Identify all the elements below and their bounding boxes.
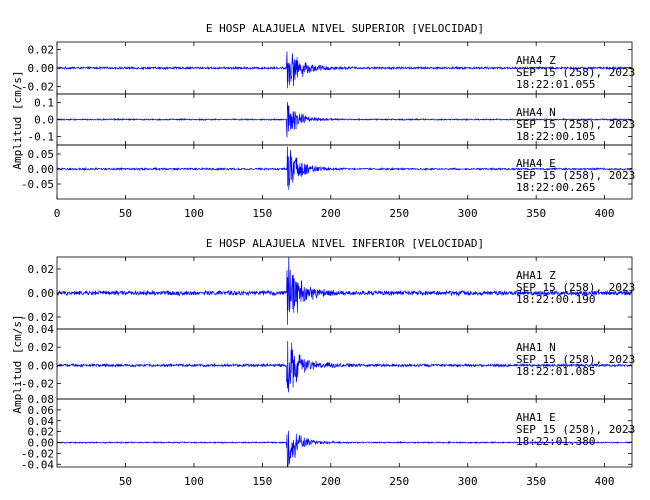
y-tick-label: 0.06 [28,404,55,417]
trace-annotation-line: AHA1 E [516,411,556,424]
trace-annotation-line: 18:22:00.265 [516,181,595,194]
x-tick-label: 350 [526,207,546,220]
trace-panel-aha1-e: 0.080.060.040.020.00-0.02-0.04 AHA1 ESEP … [21,393,635,471]
waveform-trace [57,146,632,191]
x-tick-label: 300 [458,475,478,488]
chart-superior: E HOSP ALAJUELA NIVEL SUPERIOR [VELOCIDA… [11,22,635,220]
y-tick-label: 0.1 [34,97,54,110]
y-tick-label: 0.00 [28,62,55,75]
panel-frame [56,398,633,468]
y-tick-label: 0.00 [28,287,55,300]
trace-annotation-line: SEP 15 (258), 2023 [516,353,635,366]
trace-annotation-line: AHA4 E [516,157,556,170]
y-tick-label: 0.00 [28,437,55,450]
y-tick-label: 0.02 [28,426,55,439]
y-tick-label: 0.05 [28,148,55,161]
y-tick-label: 0.04 [28,415,55,428]
trace-annotation-line: SEP 15 (258), 2023 [516,169,635,182]
chart-inferior: E HOSP ALAJUELA NIVEL INFERIOR [VELOCIDA… [11,237,635,488]
y-tick-label: 0.04 [28,323,55,336]
y-tick-label: 0.02 [28,43,55,56]
trace-annotation-line: SEP 15 (258), 2023 [516,118,635,131]
y-tick-label: 0.00 [28,359,55,372]
x-tick-label: 150 [252,207,272,220]
x-tick-label: 100 [184,207,204,220]
trace-annotation-line: AHA1 Z [516,269,556,282]
x-tick-label: 300 [458,207,478,220]
trace-annotation-line: 18:22:01.380 [516,435,595,448]
y-tick-label: 0.0 [34,114,54,127]
y-tick-label: -0.1 [28,131,55,144]
panel-frame [56,144,633,200]
trace-annotation-line: AHA1 N [516,341,556,354]
trace-annotation-line: AHA4 N [516,106,556,119]
x-tick-label: 100 [184,475,204,488]
y-tick-label: 0.02 [28,341,55,354]
trace-annotation-line: 18:22:00.105 [516,130,595,143]
x-tick-label: 0 [54,207,61,220]
x-tick-label: 250 [389,207,409,220]
x-tick-label: 200 [321,475,341,488]
x-tick-label: 250 [389,475,409,488]
waveform-trace [57,430,632,467]
y-tick-label: -0.02 [21,447,54,460]
y-tick-label: 0.08 [28,393,55,406]
waveform-trace [57,341,632,393]
x-tick-label: 50 [119,207,132,220]
x-tick-label: 350 [526,475,546,488]
y-tick-label: -0.05 [21,178,54,191]
waveform-trace [57,101,632,138]
trace-annotation-line: SEP 15 (258), 2023 [516,281,635,294]
y-axis-label-superior: Amplitud [cm/s] [11,70,24,169]
y-tick-label: -0.04 [21,458,54,471]
trace-annotation-line: 18:22:00.190 [516,293,595,306]
x-tick-label: 50 [119,475,132,488]
trace-annotation-line: 18:22:01.085 [516,365,595,378]
trace-annotation-line: AHA4 Z [516,54,556,67]
chart-title-superior: E HOSP ALAJUELA NIVEL SUPERIOR [VELOCIDA… [206,22,484,35]
y-axis-label-inferior: Amplitud [cm/s] [11,314,24,413]
x-tick-label: 150 [252,475,272,488]
y-tick-label: -0.02 [21,378,54,391]
waveform-trace [57,257,632,325]
chart-title-inferior: E HOSP ALAJUELA NIVEL INFERIOR [VELOCIDA… [206,237,484,250]
x-tick-label: 200 [321,207,341,220]
trace-annotation-line: 18:22:01.055 [516,78,595,91]
trace-annotation-line: SEP 15 (258), 2023 [516,66,635,79]
trace-annotation-line: SEP 15 (258), 2023 [516,423,635,436]
x-tick-label: 400 [595,207,615,220]
y-tick-label: -0.02 [21,311,54,324]
y-tick-label: 0.00 [28,163,55,176]
waveform-trace [57,51,632,89]
y-tick-label: 0.02 [28,263,55,276]
x-tick-label: 400 [595,475,615,488]
y-tick-label: -0.02 [21,81,54,94]
